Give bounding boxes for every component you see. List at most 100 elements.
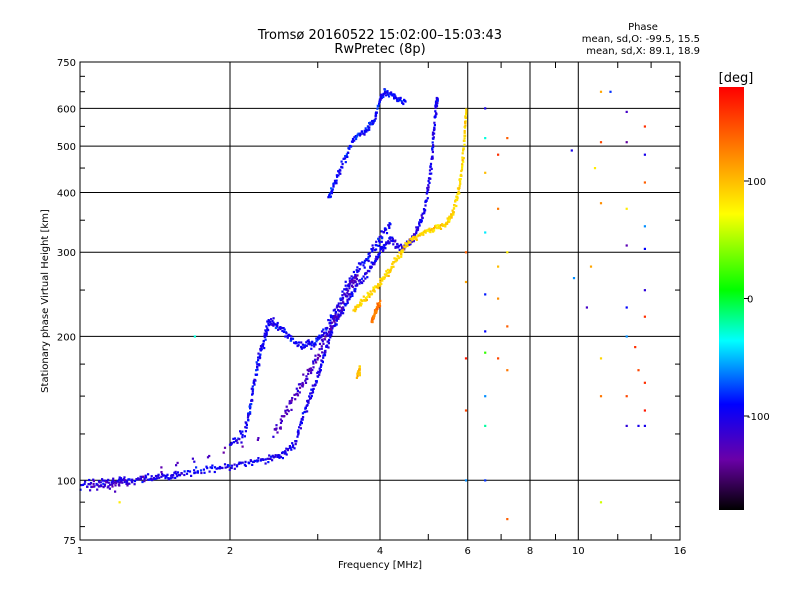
o-mode-point [309, 369, 313, 372]
x-mode-point [438, 226, 442, 229]
o-mode-point [245, 426, 248, 429]
o-mode-point [119, 480, 123, 483]
x-mode-point [402, 245, 405, 248]
o-mode-point [417, 226, 420, 229]
o-mode-point [272, 456, 275, 459]
x-mode-point [421, 231, 425, 234]
o-mode-point [359, 279, 362, 282]
o-mode-point [371, 119, 374, 123]
o-mode-point [430, 157, 433, 160]
x-mode-point [459, 178, 462, 181]
o-mode-point [146, 478, 149, 481]
o-mode-point [310, 344, 313, 347]
o-mode-point [431, 148, 434, 151]
o-mode-point [331, 315, 334, 318]
o-mode-point [193, 469, 196, 472]
o-mode-point [253, 379, 256, 382]
o-mode-point [393, 96, 396, 99]
o-mode-point [263, 334, 266, 337]
o-mode-point [373, 118, 376, 122]
o-mode-point [365, 271, 368, 275]
o-mode-point [285, 412, 289, 416]
o-mode-point [383, 88, 387, 91]
x-mode-point [356, 375, 359, 378]
o-mode-point [102, 482, 105, 485]
o-mode-point [301, 412, 304, 415]
o-mode-point [322, 342, 325, 345]
o-mode-point [359, 262, 362, 265]
scatter-point [484, 171, 487, 174]
x-mode-point [459, 182, 462, 185]
o-mode-point [270, 455, 273, 458]
o-mode-point [334, 313, 337, 316]
o-mode-point [391, 237, 394, 240]
colorbar-tick-label: 100 [747, 177, 766, 188]
o-mode-point [171, 476, 174, 479]
x-mode-point [456, 187, 460, 190]
o-mode-point [302, 383, 305, 386]
o-mode-point [110, 481, 113, 484]
o-mode-point [151, 478, 154, 481]
o-mode-point [351, 137, 355, 141]
o-mode-point [213, 470, 216, 474]
o-mode-point [267, 324, 270, 327]
o-mode-point [358, 268, 361, 271]
o-mode-point [363, 261, 366, 264]
o-mode-point [431, 141, 434, 144]
x-mode-point [377, 283, 380, 286]
o-mode-point [428, 181, 431, 184]
o-mode-point [326, 333, 329, 336]
x-mode-point [461, 164, 464, 167]
o-mode-point [249, 407, 252, 410]
y-tick-label: 300 [57, 248, 76, 259]
o-mode-point [396, 242, 399, 246]
o-mode-point [328, 328, 331, 331]
o-mode-point [251, 385, 254, 388]
o-mode-point [266, 457, 269, 460]
o-mode-point [176, 471, 180, 474]
o-mode-point [321, 351, 324, 354]
o-mode-point [259, 345, 263, 348]
x-mode-point [371, 318, 374, 321]
o-mode-point [251, 393, 254, 396]
o-mode-point [307, 342, 310, 345]
o-mode-point [253, 381, 256, 385]
o-mode-point [366, 276, 369, 279]
x-mode-point [411, 239, 414, 242]
scatter-point [484, 231, 487, 234]
x-mode-point [390, 265, 393, 269]
o-mode-point [269, 457, 272, 460]
o-mode-point [427, 188, 430, 191]
o-mode-point [326, 334, 329, 337]
o-mode-point [346, 155, 349, 158]
o-mode-point [380, 230, 383, 233]
x-mode-point [456, 198, 459, 202]
x-mode-point [463, 139, 466, 142]
x-mode-point [458, 186, 461, 190]
o-mode-point [324, 327, 327, 330]
o-mode-point [356, 266, 359, 269]
o-mode-point [426, 197, 429, 200]
x-mode-point [392, 265, 395, 268]
o-mode-point [318, 371, 321, 374]
x-mode-point [378, 283, 381, 287]
o-mode-point [328, 194, 331, 197]
o-mode-point [250, 403, 253, 406]
scatter-point [484, 330, 487, 333]
o-mode-point [425, 192, 428, 195]
scatter-point [497, 207, 500, 210]
o-mode-point [343, 292, 346, 295]
o-mode-point [316, 336, 319, 339]
scatter-point [643, 181, 646, 184]
o-mode-point [112, 482, 115, 485]
o-mode-point [378, 100, 381, 103]
o-mode-point [368, 123, 372, 126]
o-mode-point [306, 377, 309, 380]
o-mode-point [341, 290, 344, 293]
o-mode-point [433, 121, 436, 124]
scatter-point [599, 202, 603, 205]
o-mode-point [286, 336, 289, 339]
o-mode-point [139, 478, 143, 481]
o-mode-point [276, 321, 279, 325]
o-mode-point [395, 98, 399, 101]
